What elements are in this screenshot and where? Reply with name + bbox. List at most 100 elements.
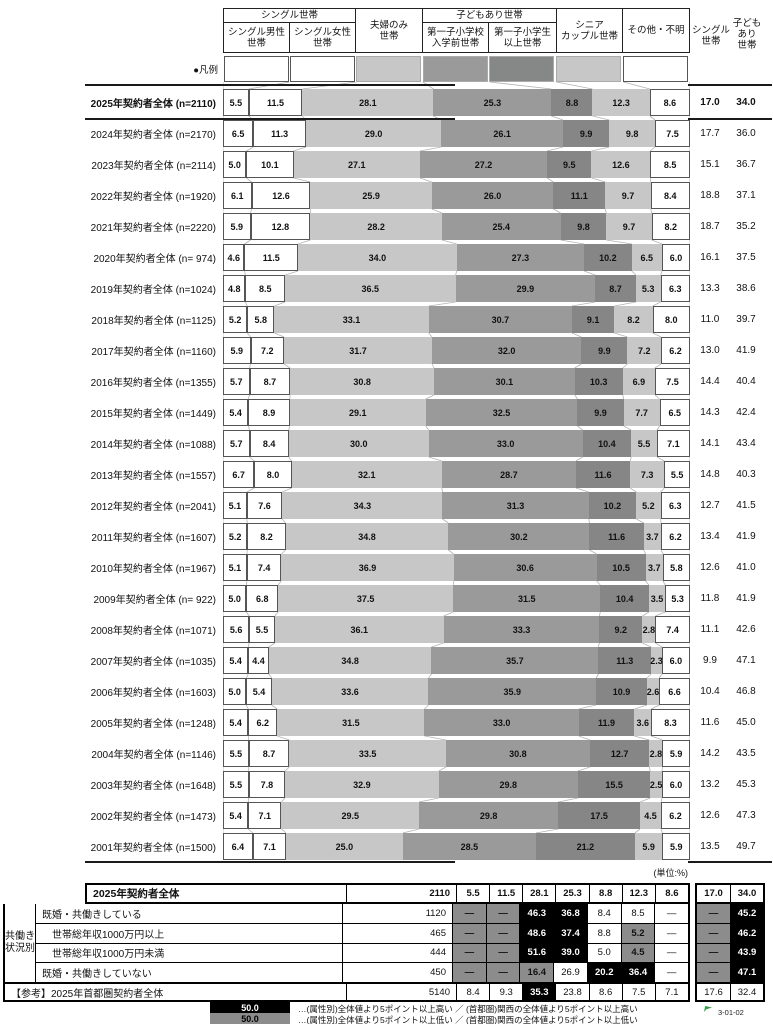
mini-single-cell: — [697, 943, 731, 963]
summary-header-children: 子ども あり 世帯 [732, 17, 762, 51]
table-cell: 5.2 [621, 923, 656, 943]
bar-segment: 33.0 [428, 430, 583, 457]
chart-row-label: 2002年契約者全体 (n=1473) [90, 812, 216, 823]
chart-row-label: 2014年契約者全体 (n=1088) [90, 440, 216, 451]
table-ref-row: 【参考】2025年首都圏契約者全体 5140 8.4 9.3 35.3 23.8 8.6 7.… [3, 984, 690, 1002]
mini-single-cell: — [697, 963, 731, 982]
chart-row-label: 2025年契約者全体 (n=2110) [90, 99, 216, 110]
table-cell: — [666, 967, 677, 979]
table-header-label: 2025年契約者全体 [87, 885, 347, 902]
bar-segment: 9.9 [581, 337, 628, 364]
bar-segment: 27.3 [456, 244, 585, 271]
bar-segment: 36.1 [274, 616, 444, 643]
table-row-n: 465 [343, 923, 453, 943]
legend-row-label: ●凡例 [193, 65, 218, 76]
stacked-bar: 4.6 11.5 34.0 27.3 10.2 6.5 6.0 [223, 244, 690, 271]
table-cell: 7.1 [665, 986, 679, 998]
bar-segment: 7.3 [630, 461, 665, 488]
summary-child-value: 35.2 [736, 221, 756, 232]
table-cell: 46.3 [520, 904, 555, 923]
chart-row-label: 2003年契約者全体 (n=1648) [90, 781, 216, 792]
table-cell: — [453, 963, 487, 982]
mini-table-row: —43.9 [697, 943, 763, 964]
table-cell: — [453, 943, 487, 963]
summary-child-value: 45.3 [736, 779, 756, 790]
summary-single-value: 13.2 [700, 779, 720, 790]
table-cell: — [486, 904, 521, 923]
stacked-bar: 5.4 7.1 29.5 29.8 17.5 4.5 6.2 [223, 802, 690, 829]
stacked-bar: 5.4 6.2 31.5 33.0 11.9 3.6 8.3 [223, 709, 690, 736]
bar-segment: 8.6 [649, 89, 690, 116]
stacked-bar: 5.0 6.8 37.5 31.5 10.4 3.5 5.3 [223, 585, 690, 612]
bar-segment: 5.5 [249, 616, 275, 643]
bar-segment: 27.2 [420, 151, 548, 178]
summary-single-value: 11.1 [700, 624, 720, 635]
mini-single-cell: — [697, 923, 731, 943]
summary-child-value: 37.5 [736, 252, 756, 263]
col-header-senior-couple: シニア カップル世帯 [556, 8, 623, 53]
bar-segment: 31.5 [453, 585, 601, 612]
table-row-label: 既婚・共働きしている [36, 904, 343, 923]
table-cell: — [453, 904, 487, 923]
bar-segment: 7.5 [654, 368, 690, 395]
bar-segment: 34.0 [298, 244, 457, 271]
rule-top-right [688, 84, 772, 86]
chart-row-label: 2020年契約者全体 (n= 974) [93, 254, 216, 265]
bar-segment: 30.1 [434, 368, 575, 395]
page-marker-icon [704, 1006, 712, 1012]
bar-segment: 8.2 [247, 523, 286, 550]
table-cell: 8.8 [590, 885, 623, 902]
summary-single-value: 14.4 [700, 376, 720, 387]
bar-segment: 26.0 [431, 182, 554, 209]
bar-segment: 32.1 [291, 461, 442, 488]
chart-row-label: 2019年契約者全体 (n=1024) [90, 285, 216, 296]
stacked-bar: 5.0 10.1 27.1 27.2 9.5 12.6 8.5 [223, 151, 690, 178]
table-cell: 37.4 [554, 923, 588, 943]
bar-segment: 6.5 [631, 244, 662, 271]
bar-segment: 28.2 [310, 213, 442, 240]
table-cell: 39.0 [554, 943, 588, 963]
stacked-bar: 5.4 8.9 29.1 32.5 9.9 7.7 6.5 [223, 399, 690, 426]
chart-row-label: 2012年契約者全体 (n=2041) [90, 502, 216, 513]
table-cell: 20.2 [587, 963, 622, 982]
col-header-elementary: 第一子小学生 以上世帯 [488, 22, 557, 53]
bar-segment: 6.3 [660, 492, 690, 519]
bar-segment: 30.8 [445, 740, 590, 767]
bar-segment: 33.5 [289, 740, 446, 767]
bar-segment: 5.0 [223, 678, 247, 705]
bar-segment: 6.6 [659, 678, 690, 705]
bar-segment: 8.3 [651, 709, 690, 736]
summary-single-value: 15.1 [700, 159, 720, 170]
bar-segment: 12.6 [251, 182, 311, 209]
bar-segment: 29.8 [419, 802, 559, 829]
bar-segment: 25.3 [433, 89, 552, 116]
bar-segment: 2.8 [649, 740, 663, 767]
bar-segment: 32.5 [425, 399, 578, 426]
bar-segment: 5.8 [247, 306, 275, 333]
bar-segment: 10.4 [582, 430, 632, 457]
stacked-bar: 5.0 5.4 33.6 35.9 10.9 2.6 6.6 [223, 678, 690, 705]
legend-swatch-第一子小学校入学前世帯 [423, 56, 488, 82]
summary-child-value: 42.6 [736, 624, 756, 635]
table-ref-label: 【参考】2025年首都圏契約者全体 [5, 984, 347, 1000]
bar-segment: 30.2 [448, 523, 590, 550]
stacked-bar: 5.4 4.4 34.8 35.7 11.3 2.3 6.0 [223, 647, 690, 674]
summary-single-value: 18.7 [700, 221, 720, 232]
bar-segment: 10.3 [574, 368, 623, 395]
bar-segment: 7.8 [248, 771, 286, 798]
bar-segment: 3.6 [634, 709, 652, 736]
mini-table-row: —47.1 [697, 963, 763, 982]
legend-swatch-シニアカップル世帯 [556, 56, 621, 82]
table-cell: — [486, 923, 521, 943]
bar-segment: 30.8 [290, 368, 435, 395]
summary-child-value: 40.4 [736, 376, 756, 387]
bar-segment: 5.9 [662, 833, 690, 860]
note-text-high: …(属性別)全体値より5ポイント以上高い ／ (首都圏)関西の全体値より5ポイン… [298, 1004, 638, 1014]
table-cell: 8.4 [588, 904, 622, 923]
legend-swatch-夫婦のみ世帯 [356, 56, 421, 82]
chart-row-label: 2022年契約者全体 (n=1920) [90, 192, 216, 203]
bar-segment: 5.4 [223, 802, 249, 829]
bar-segment: 37.5 [278, 585, 454, 612]
summary-single-value: 13.4 [700, 531, 720, 542]
